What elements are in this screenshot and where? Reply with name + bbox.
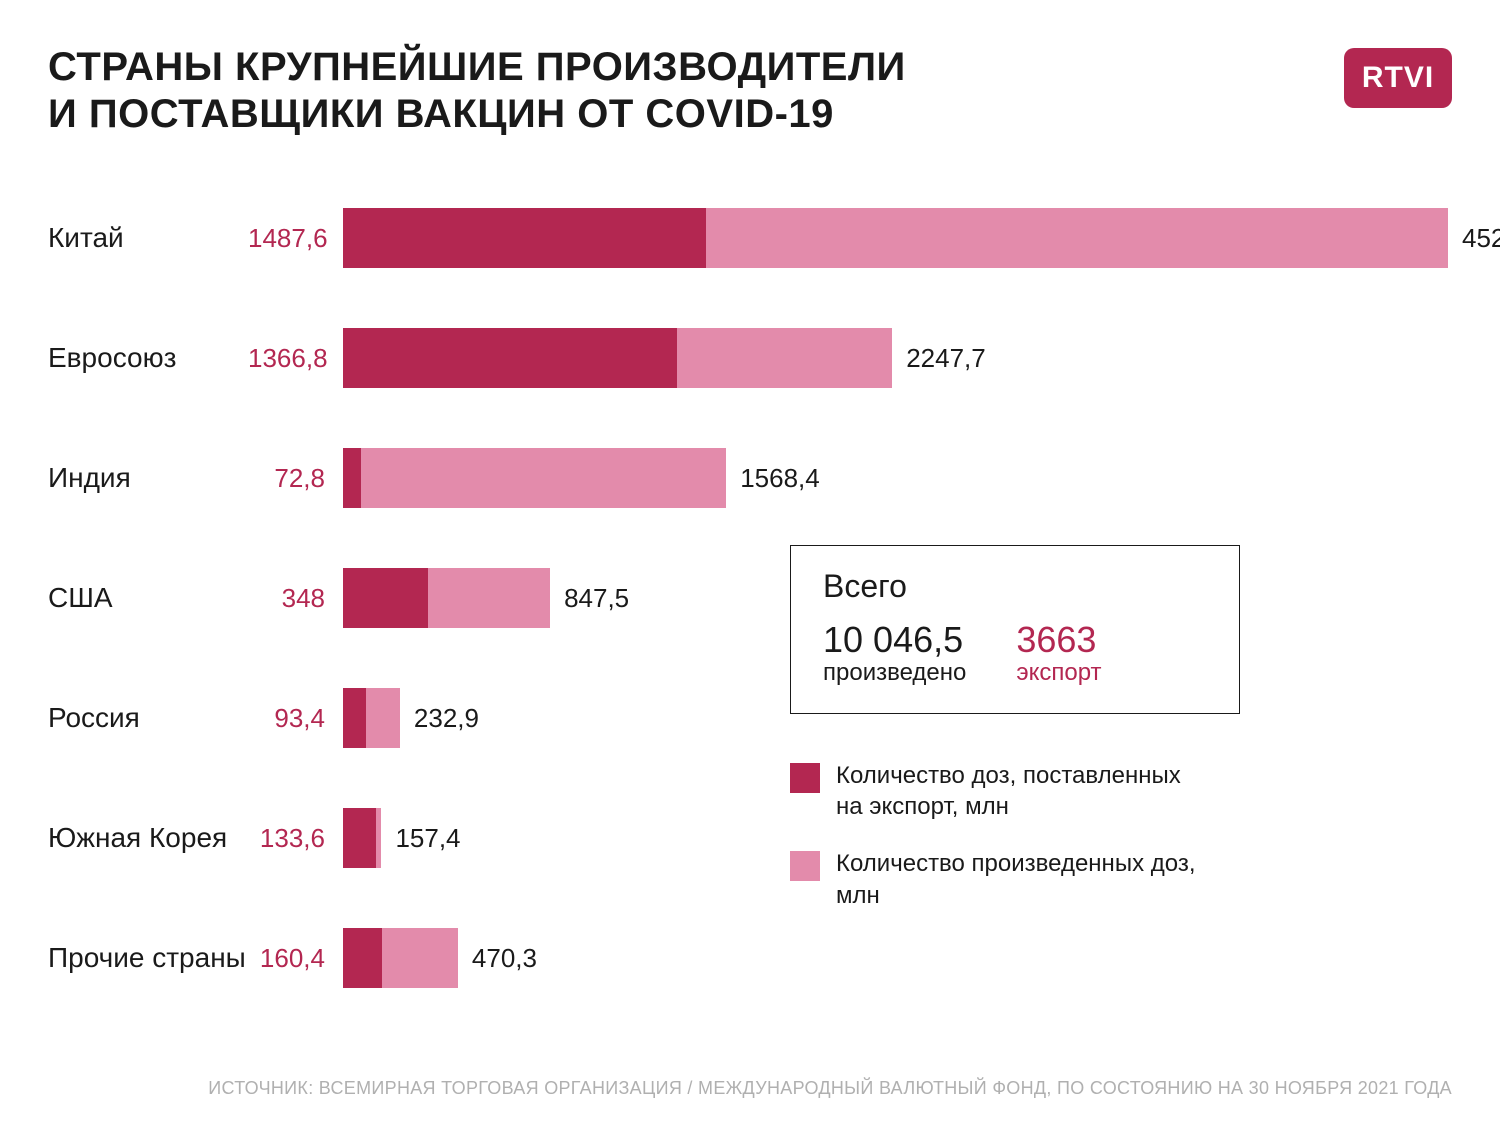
row-label: Китай (48, 222, 248, 254)
produced-value: 232,9 (400, 688, 479, 748)
logo-text: RTVI (1362, 61, 1434, 95)
page-title: СТРАНЫ КРУПНЕЙШИЕ ПРОИЗВОДИТЕЛИ И ПОСТАВ… (48, 44, 906, 138)
title-line-2: И ПОСТАВЩИКИ ВАКЦИН ОТ COVID-19 (48, 92, 834, 136)
produced-value: 470,3 (458, 928, 537, 988)
row-label: Южная Корея (48, 822, 248, 854)
rtvi-logo: RTVI (1344, 48, 1452, 108)
summary-export-value: 3663 (1016, 621, 1101, 659)
summary-export: 3663 экспорт (1016, 621, 1101, 687)
legend-item: Количество доз, поставленных на экспорт,… (790, 760, 1196, 822)
summary-produced-label: произведено (823, 659, 966, 687)
summary-export-label: экспорт (1016, 659, 1101, 687)
produced-value: 4522,3 (1448, 208, 1500, 268)
header: СТРАНЫ КРУПНЕЙШИЕ ПРОИЗВОДИТЕЛИ И ПОСТАВ… (48, 44, 1452, 138)
legend-item: Количество произведенных доз, млн (790, 848, 1196, 910)
row-label: Россия (48, 702, 248, 734)
legend-text: Количество произведенных доз, млн (836, 848, 1196, 910)
bar-area: 1568,4 (343, 448, 1452, 508)
source-text: ИСТОЧНИК: ВСЕМИРНАЯ ТОРГОВАЯ ОРГАНИЗАЦИЯ… (208, 1078, 1452, 1099)
export-value: 1487,6 (248, 223, 343, 254)
bar-export (343, 928, 382, 988)
chart-row: Евросоюз1366,8 2247,7 (48, 328, 1452, 388)
chart-row: Прочие страны160,4 470,3 (48, 928, 1452, 988)
bar-area: 4522,3 (343, 208, 1452, 268)
row-label: Индия (48, 462, 248, 494)
summary-box: Всего 10 046,5 произведено 3663 экспорт (790, 545, 1240, 714)
bar-export (343, 208, 706, 268)
summary-columns: 10 046,5 произведено 3663 экспорт (823, 621, 1207, 687)
legend-swatch (790, 851, 820, 881)
produced-value: 1568,4 (726, 448, 820, 508)
row-label: Евросоюз (48, 342, 248, 374)
bar-export (343, 448, 361, 508)
bar-chart: Китай1487,64522,3 Евросоюз1366,8 2247,7 Инд… (48, 208, 1452, 988)
produced-value: 157,4 (381, 808, 460, 868)
bar-export (343, 688, 366, 748)
row-label: США (48, 582, 248, 614)
export-value: 348 (248, 583, 343, 614)
bar-produced (343, 448, 726, 508)
summary-produced: 10 046,5 произведено (823, 621, 966, 687)
export-value: 93,4 (248, 703, 343, 734)
chart-row: Индия72,8 1568,4 (48, 448, 1452, 508)
summary-produced-value: 10 046,5 (823, 621, 966, 659)
legend-text: Количество доз, поставленных на экспорт,… (836, 760, 1196, 822)
chart-row: Южная Корея133,6 157,4 (48, 808, 1452, 868)
row-label: Прочие страны (48, 942, 248, 974)
bar-export (343, 328, 677, 388)
produced-value: 847,5 (550, 568, 629, 628)
export-value: 1366,8 (248, 343, 343, 374)
export-value: 160,4 (248, 943, 343, 974)
legend-swatch (790, 763, 820, 793)
produced-value: 2247,7 (892, 328, 986, 388)
chart-row: США348 847,5 (48, 568, 1452, 628)
summary-title: Всего (823, 568, 1207, 605)
title-line-1: СТРАНЫ КРУПНЕЙШИЕ ПРОИЗВОДИТЕЛИ (48, 45, 906, 89)
bar-export (343, 808, 376, 868)
export-value: 133,6 (248, 823, 343, 854)
bar-area: 470,3 (343, 928, 1452, 988)
export-value: 72,8 (248, 463, 343, 494)
legend: Количество доз, поставленных на экспорт,… (790, 760, 1196, 937)
bar-export (343, 568, 428, 628)
chart-row: Китай1487,64522,3 (48, 208, 1452, 268)
bar-area: 2247,7 (343, 328, 1452, 388)
chart-row: Россия93,4 232,9 (48, 688, 1452, 748)
